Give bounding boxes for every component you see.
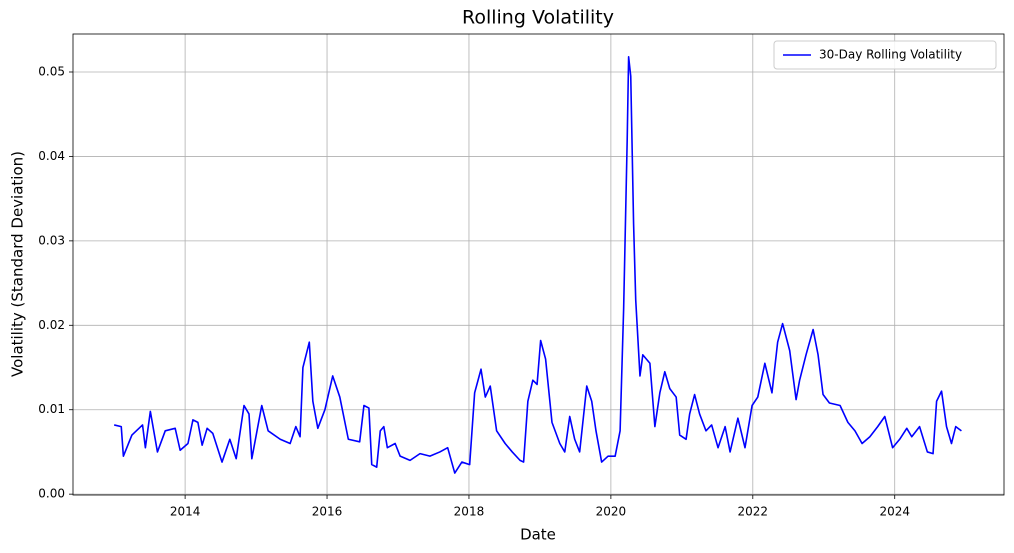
x-tick-label: 2018 bbox=[454, 505, 485, 519]
legend: 30-Day Rolling Volatility bbox=[773, 40, 997, 70]
y-tick-label: 0.00 bbox=[38, 487, 65, 501]
x-tick-label: 2020 bbox=[596, 505, 627, 519]
legend-label: 30-Day Rolling Volatility bbox=[819, 48, 962, 62]
series-line bbox=[113, 56, 962, 474]
x-tick-label: 2024 bbox=[879, 505, 910, 519]
x-tick-label: 2022 bbox=[738, 505, 769, 519]
chart-title: Rolling Volatility bbox=[462, 7, 614, 29]
x-axis-label: Date bbox=[520, 526, 556, 544]
y-tick-label: 0.04 bbox=[38, 149, 65, 163]
x-tick-label: 2014 bbox=[170, 505, 201, 519]
plot-frame bbox=[72, 33, 1005, 496]
legend-box bbox=[773, 40, 997, 70]
y-axis-label: Volatility (Standard Deviation) bbox=[9, 151, 27, 377]
y-tick-label: 0.05 bbox=[38, 64, 65, 78]
y-tick-label: 0.02 bbox=[38, 318, 65, 332]
x-tick-label: 2016 bbox=[312, 505, 343, 519]
y-tick-label: 0.03 bbox=[38, 233, 65, 247]
y-tick-label: 0.01 bbox=[38, 402, 65, 416]
